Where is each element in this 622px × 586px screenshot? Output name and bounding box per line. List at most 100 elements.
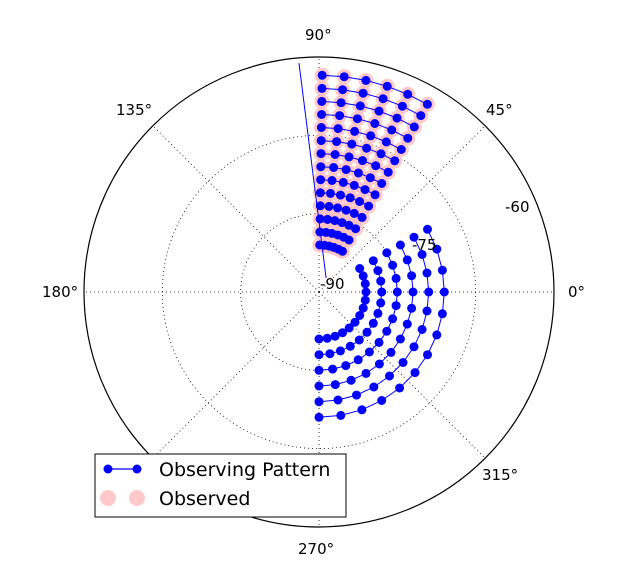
pattern-point [317, 96, 327, 106]
outer-boundary [83, 56, 555, 528]
pattern-point [355, 264, 365, 273]
pattern-point [337, 218, 347, 228]
pattern-point [386, 347, 396, 357]
pattern-point [362, 143, 372, 153]
pattern-point [364, 347, 374, 357]
pattern-point [315, 214, 325, 224]
pattern-point [373, 308, 383, 318]
pattern-point [395, 334, 405, 344]
legend-label-observing-pattern: Observing Pattern [159, 459, 330, 481]
pattern-point [344, 152, 354, 162]
pattern-point [373, 266, 383, 276]
pattern-point [322, 333, 332, 343]
pattern-point [383, 167, 393, 177]
pattern-point [315, 201, 325, 211]
pattern-point [423, 224, 432, 234]
pattern-point [398, 358, 408, 367]
pattern-point [316, 123, 326, 132]
pattern-point [422, 306, 432, 316]
pattern-point [409, 342, 419, 352]
pattern-point [355, 197, 365, 206]
pattern-point [377, 287, 387, 297]
pattern-point [327, 176, 337, 185]
pattern-point [376, 298, 386, 308]
pattern-point [338, 328, 347, 338]
pattern-point [317, 83, 327, 93]
pattern-point [361, 368, 371, 378]
pattern-point [335, 111, 345, 121]
pattern-point [395, 383, 405, 393]
pattern-point [392, 113, 402, 123]
radial-tick-minus60: -60 [505, 198, 530, 216]
pattern-point [370, 119, 380, 128]
angle-tick-90: 90° [305, 26, 332, 44]
pattern-point [358, 271, 368, 281]
pattern-point [360, 279, 370, 289]
pattern-point [374, 359, 384, 369]
pattern-point [315, 188, 325, 198]
pattern-point [416, 111, 426, 121]
pattern-point [316, 162, 326, 172]
angle-tick-180: 180° [42, 283, 78, 301]
pattern-point [324, 201, 334, 211]
pattern-point [368, 256, 378, 266]
pattern-point [388, 314, 398, 324]
angle-tick-135: 135° [116, 101, 152, 119]
pattern-point [422, 268, 432, 278]
pattern-point [355, 311, 365, 320]
pattern-point [355, 101, 365, 111]
pattern-point [344, 323, 354, 333]
pattern-point [330, 150, 340, 159]
pattern-point [333, 395, 343, 405]
pattern-point [408, 287, 418, 297]
grid-spoke-315 [318, 291, 486, 459]
pattern-point [314, 381, 324, 391]
pattern-point [330, 216, 340, 226]
pattern-point [333, 124, 343, 134]
pattern-point [360, 185, 370, 195]
pattern-point [361, 287, 371, 297]
pattern-point [352, 390, 361, 400]
pattern-point [370, 190, 380, 200]
pattern-point [407, 303, 417, 313]
pattern-point [314, 397, 324, 407]
pattern-point [316, 136, 326, 146]
pattern-point [338, 246, 347, 256]
pattern-point [409, 122, 419, 132]
pattern-point [417, 325, 427, 334]
pattern-point [374, 106, 384, 116]
pattern-point [385, 371, 394, 381]
pattern-point [392, 287, 402, 297]
pattern-point [374, 337, 384, 347]
pattern-point [423, 350, 432, 360]
radial-tick-minus75: -75 [412, 236, 437, 254]
legend-observed-dot-left [100, 490, 116, 506]
angle-tick-315: 315° [482, 466, 518, 484]
pattern-connector [298, 63, 327, 279]
pattern-point [350, 317, 360, 327]
pattern-point [432, 244, 442, 254]
pattern-point [323, 214, 332, 224]
pattern-point [314, 412, 324, 422]
pattern-point [395, 240, 405, 250]
pattern-point [341, 361, 351, 371]
radial-tick-minus90: -90 [320, 275, 345, 293]
pattern-point [336, 410, 346, 420]
pattern-point [371, 161, 381, 171]
pattern-point [330, 331, 340, 341]
pattern-point [349, 180, 359, 190]
pattern-point [330, 380, 340, 390]
pattern-point [332, 137, 342, 147]
pattern-point [335, 346, 345, 356]
pattern-point [409, 232, 419, 242]
pattern-point [326, 188, 335, 198]
pattern-point [362, 327, 372, 337]
pattern-point [387, 125, 397, 135]
legend-pattern-dot-left [103, 464, 113, 474]
pattern-point [353, 355, 363, 365]
pattern-point [437, 265, 447, 275]
pattern-point [365, 173, 375, 183]
pattern-point [325, 349, 335, 359]
pattern-point [377, 396, 387, 405]
pattern-point [352, 114, 362, 124]
